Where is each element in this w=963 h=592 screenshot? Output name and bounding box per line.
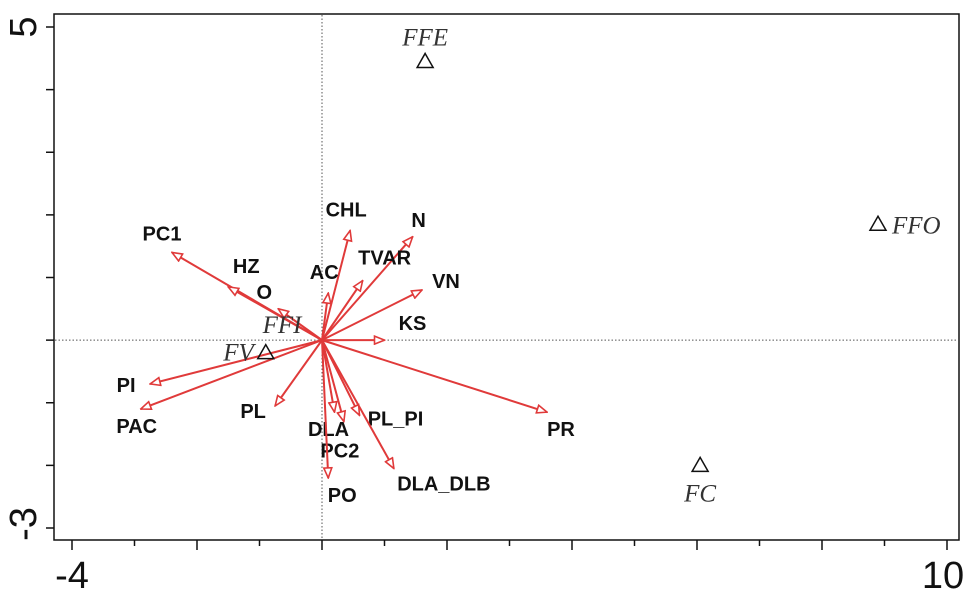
vector-label-dla: DLA <box>308 419 349 441</box>
vector-n <box>321 237 413 341</box>
vector-pc2 <box>321 339 344 421</box>
vector-hz <box>228 287 323 341</box>
vector-label-dla_dlb: DLA_DLB <box>397 474 490 496</box>
site-marker-ffo <box>868 214 888 232</box>
axis-tick-labels: -4 10 5 -3 <box>3 16 963 592</box>
x-tick-label: 10 <box>922 555 963 592</box>
vector-label-hz: HZ <box>233 256 260 278</box>
vector-label-pl_pi: PL_PI <box>368 408 424 430</box>
vector-label-vn: VN <box>432 271 460 293</box>
vector-pi <box>150 339 323 384</box>
site-marker-fv <box>256 343 276 360</box>
vector-label-pc2: PC2 <box>320 441 359 463</box>
site-label-fc: FC <box>683 480 716 507</box>
vector-label-chl: CHL <box>326 200 367 222</box>
plot-frame <box>53 13 960 541</box>
reference-lines <box>55 15 958 539</box>
vector-dla <box>321 339 335 412</box>
vector-po <box>321 340 328 478</box>
vector-pr <box>321 339 547 412</box>
y-tick-label: -3 <box>3 507 45 541</box>
vector-pl <box>275 339 323 406</box>
site-label-ffo: FFO <box>891 212 941 239</box>
x-tick-label: -4 <box>55 555 89 592</box>
vector-label-pi: PI <box>117 375 136 397</box>
site-marker-ffe <box>415 51 435 69</box>
vector-pac <box>141 339 323 409</box>
vector-label-pr: PR <box>547 419 575 441</box>
site-label-ffe: FFE <box>401 24 448 51</box>
vector-label-pc1: PC1 <box>143 223 182 245</box>
vector-label-n: N <box>411 210 425 232</box>
site-label-ffi: FFI <box>262 312 304 339</box>
vector-label-pac: PAC <box>116 416 157 438</box>
vector-label-ks: KS <box>399 313 427 335</box>
vector-label-pl: PL <box>240 401 266 423</box>
y-tick-label: 5 <box>3 16 45 37</box>
vector-tvar <box>321 281 363 341</box>
vector-label-tvar: TVAR <box>358 248 412 270</box>
vector-label-o: O <box>256 282 272 304</box>
axis-ticks <box>46 26 948 550</box>
vector-o <box>278 309 323 341</box>
vector-dla_dlb <box>321 339 394 468</box>
vector-chl <box>321 231 350 341</box>
vector-vn <box>321 290 422 342</box>
vector-ac <box>321 293 328 341</box>
vector-label-po: PO <box>328 485 357 507</box>
site-marker-fc <box>690 455 710 473</box>
site-label-fv: FV <box>222 340 256 367</box>
vector-label-ac: AC <box>310 262 339 284</box>
